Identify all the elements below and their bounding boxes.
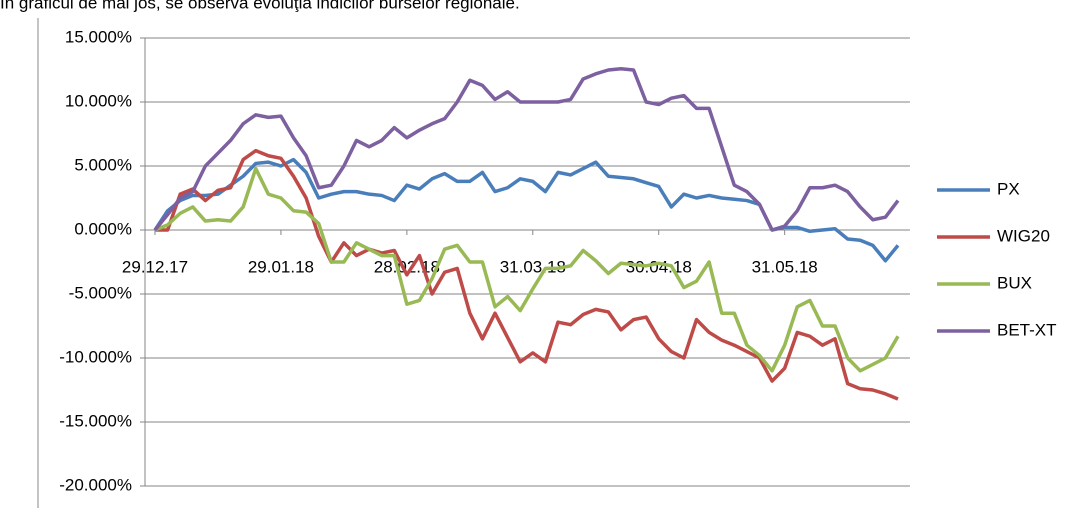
y-tick-label: 0.000% — [74, 219, 132, 238]
legend-label: BUX — [997, 273, 1032, 292]
legend-label: BET-XT — [997, 320, 1057, 339]
y-tick-label: -5.000% — [69, 283, 132, 302]
x-tick-label: 29.01.18 — [248, 257, 314, 276]
y-tick-label: 15.000% — [65, 27, 132, 46]
x-tick-label: 31.05.18 — [752, 257, 818, 276]
y-tick-label: -10.000% — [59, 347, 132, 366]
y-tick-label: -20.000% — [59, 475, 132, 494]
legend-label: PX — [997, 179, 1020, 198]
series-line — [153, 66, 900, 232]
caption: În graficul de mai jos, se observă evolu… — [0, 0, 520, 12]
series-line — [155, 148, 899, 401]
y-tick-label: -15.000% — [59, 411, 132, 430]
y-tick-label: 10.000% — [65, 91, 132, 110]
series-line — [154, 166, 900, 373]
x-tick-label: 30.04.18 — [626, 257, 692, 276]
series-line — [153, 157, 900, 263]
x-tick-label: 31.03.18 — [500, 257, 566, 276]
legend-label: WIG20 — [997, 226, 1050, 245]
y-tick-label: 5.000% — [74, 155, 132, 174]
x-tick-label: 29.12.17 — [122, 257, 188, 276]
